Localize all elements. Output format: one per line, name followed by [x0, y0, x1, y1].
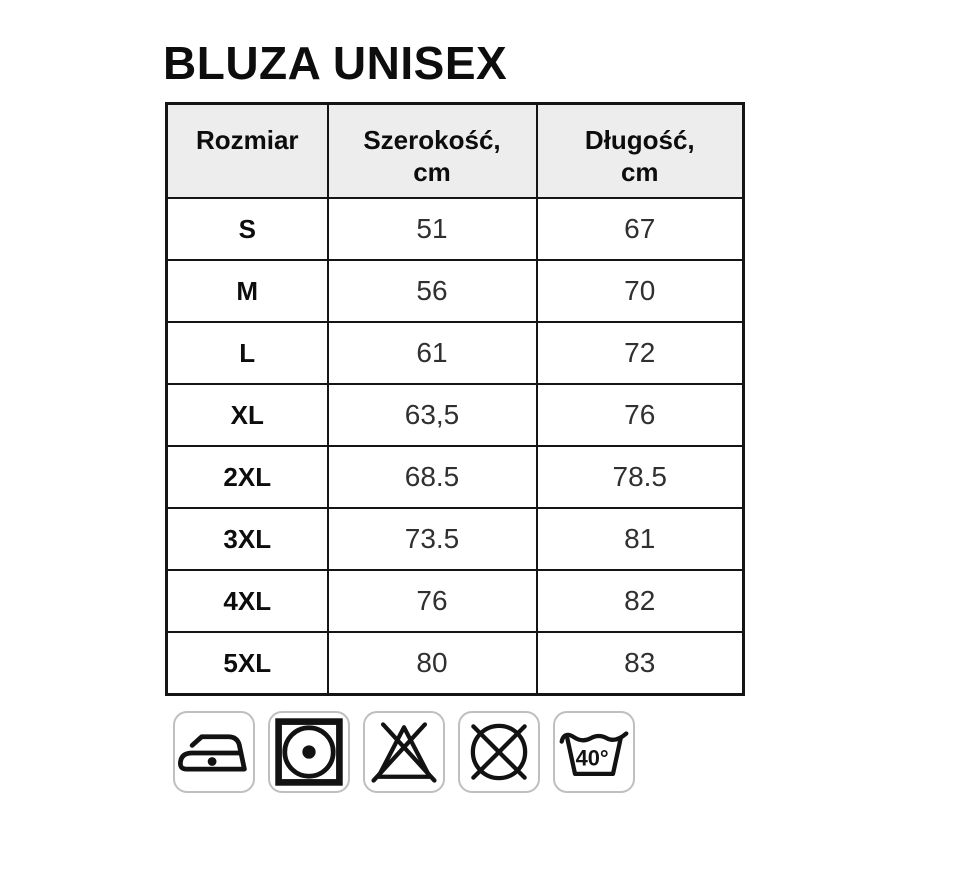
- table-header-row: Rozmiar Szerokość, cm Długość, cm: [165, 102, 745, 199]
- size-cell: XL: [165, 383, 329, 447]
- table-row: 5XL 80 83: [165, 631, 745, 696]
- table-row: 3XL 73.5 81: [165, 507, 745, 571]
- size-cell: 3XL: [165, 507, 329, 571]
- table-row: L 61 72: [165, 321, 745, 385]
- length-cell: 70: [535, 259, 745, 323]
- length-cell: 76: [535, 383, 745, 447]
- column-header-unit: cm: [620, 157, 659, 187]
- size-cell: S: [165, 197, 329, 261]
- size-table: Rozmiar Szerokość, cm Długość, cm S 51 6…: [165, 102, 745, 696]
- wash-temperature-label: 40°: [576, 745, 609, 770]
- width-cell: 80: [326, 631, 538, 696]
- width-cell: 51: [326, 197, 538, 261]
- length-cell: 83: [535, 631, 745, 696]
- width-cell: 73.5: [326, 507, 538, 571]
- care-symbol-box: [458, 711, 540, 793]
- column-header-label: Rozmiar: [195, 125, 299, 155]
- table-row: 4XL 76 82: [165, 569, 745, 633]
- width-cell: 76: [326, 569, 538, 633]
- size-cell: M: [165, 259, 329, 323]
- column-header-unit: cm: [413, 157, 451, 187]
- care-symbol-box: 40°: [553, 711, 635, 793]
- care-symbol-box: [173, 711, 255, 793]
- table-row: S 51 67: [165, 197, 745, 261]
- wash-40-degrees-icon: 40°: [559, 731, 629, 776]
- tumble-dry-icon: [275, 718, 343, 786]
- do-not-bleach-icon: [371, 722, 437, 783]
- width-cell: 61: [326, 321, 538, 385]
- page-title: BLUZA UNISEX: [163, 37, 508, 89]
- size-cell: 5XL: [165, 631, 329, 696]
- care-symbol-box: [268, 711, 350, 793]
- column-header-label: Szerokość,: [363, 125, 501, 155]
- length-cell: 72: [535, 321, 745, 385]
- size-cell: 2XL: [165, 445, 329, 509]
- table-row: 2XL 68.5 78.5: [165, 445, 745, 509]
- size-cell: L: [165, 321, 329, 385]
- length-cell: 81: [535, 507, 745, 571]
- column-header-label: Długość,: [584, 125, 695, 155]
- column-header-size: Rozmiar: [165, 102, 329, 199]
- width-cell: 68.5: [326, 445, 538, 509]
- length-cell: 67: [535, 197, 745, 261]
- size-cell: 4XL: [165, 569, 329, 633]
- table-row: XL 63,5 76: [165, 383, 745, 447]
- column-header-width: Szerokość, cm: [326, 102, 538, 199]
- table-row: M 56 70: [165, 259, 745, 323]
- do-not-dry-clean-icon: [470, 723, 528, 781]
- length-cell: 82: [535, 569, 745, 633]
- care-symbols-row: 40°: [173, 711, 635, 793]
- length-cell: 78.5: [535, 445, 745, 509]
- width-cell: 56: [326, 259, 538, 323]
- iron-one-dot-icon: [178, 734, 247, 772]
- width-cell: 63,5: [326, 383, 538, 447]
- care-symbol-box: [363, 711, 445, 793]
- column-header-length: Długość, cm: [535, 102, 745, 199]
